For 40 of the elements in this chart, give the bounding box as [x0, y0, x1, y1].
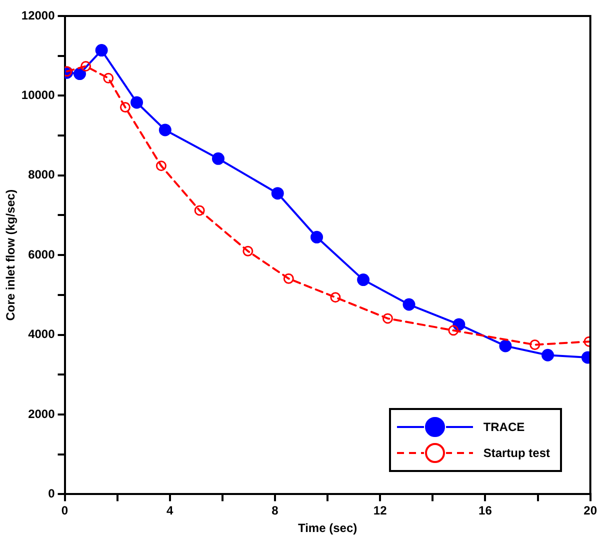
- y-tick-label: 6000: [28, 247, 56, 262]
- x-tick-label: 12: [373, 504, 388, 518]
- point: [120, 102, 130, 113]
- x-tick-label: 8: [272, 504, 279, 518]
- point: [194, 205, 205, 216]
- x-tick-label: 16: [478, 504, 492, 518]
- x-tick-label: 20: [584, 504, 598, 518]
- point: [130, 96, 144, 109]
- point: [382, 313, 393, 324]
- point: [357, 274, 370, 286]
- point: [448, 325, 459, 336]
- y-axis-title: Core inlet flow (kg/sec): [4, 189, 18, 321]
- point: [95, 44, 108, 57]
- point: [452, 318, 466, 331]
- point: [530, 340, 540, 350]
- y-tick-label: 4000: [28, 327, 56, 342]
- point: [402, 298, 416, 311]
- point: [212, 152, 224, 165]
- point: [271, 187, 284, 200]
- point: [283, 273, 294, 284]
- point: [80, 60, 92, 72]
- y-tick-label: 10000: [21, 88, 56, 102]
- point: [242, 246, 254, 256]
- point: [542, 348, 554, 362]
- x-tick-label: 4: [166, 504, 174, 518]
- x-tick-label: 0: [61, 504, 68, 518]
- point: [330, 292, 341, 303]
- point: [74, 68, 86, 80]
- y-tick-label: 8000: [28, 168, 56, 182]
- x-axis-title: Time (sec): [298, 521, 358, 536]
- legend-label: Startup test: [483, 446, 550, 460]
- legend-label: TRACE: [483, 420, 525, 434]
- y-tick-label: 0: [48, 486, 56, 501]
- point: [499, 340, 512, 352]
- point: [103, 72, 114, 84]
- point: [158, 124, 172, 136]
- point: [310, 230, 324, 244]
- point: [156, 160, 166, 172]
- y-tick-label: 2000: [28, 406, 56, 421]
- y-tick-label: 12000: [21, 8, 56, 22]
